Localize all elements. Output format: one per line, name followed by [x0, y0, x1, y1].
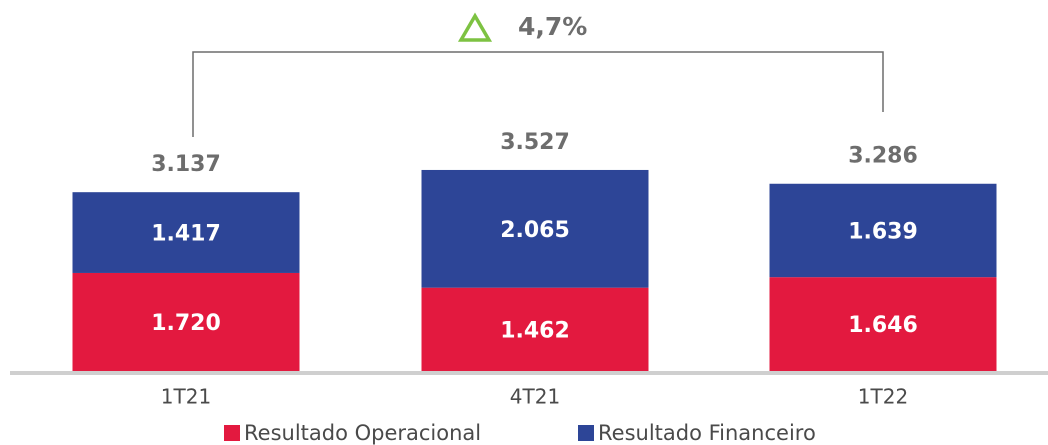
legend-swatch: [224, 425, 240, 441]
segment-label: 1.720: [151, 311, 221, 336]
x-tick-label: 1T22: [858, 385, 908, 409]
bar-segment: [72, 192, 300, 273]
delta-icon: [457, 12, 493, 42]
total-label: 3.527: [500, 130, 570, 155]
bar-segment: [421, 169, 649, 288]
x-tick-label: 1T21: [161, 385, 211, 409]
x-tick-label: 4T21: [510, 385, 560, 409]
segment-label: 2.065: [500, 218, 570, 243]
legend-label: Resultado Financeiro: [598, 421, 816, 445]
legend-label: Resultado Operacional: [244, 421, 481, 445]
legend-swatch: [578, 425, 594, 441]
bracket: [192, 51, 884, 137]
total-label: 3.286: [848, 144, 918, 169]
segment-label: 1.417: [151, 222, 221, 247]
segment-label: 1.646: [848, 313, 918, 338]
total-label: 3.137: [151, 152, 221, 177]
bar-segment: [769, 277, 997, 371]
bar-segment: [421, 287, 649, 371]
segment-label: 1.639: [848, 219, 918, 244]
bar-segment: [769, 183, 997, 278]
bar-segment: [72, 272, 300, 371]
annotation: 4,7%: [518, 12, 587, 41]
segment-label: 1.462: [500, 318, 570, 343]
